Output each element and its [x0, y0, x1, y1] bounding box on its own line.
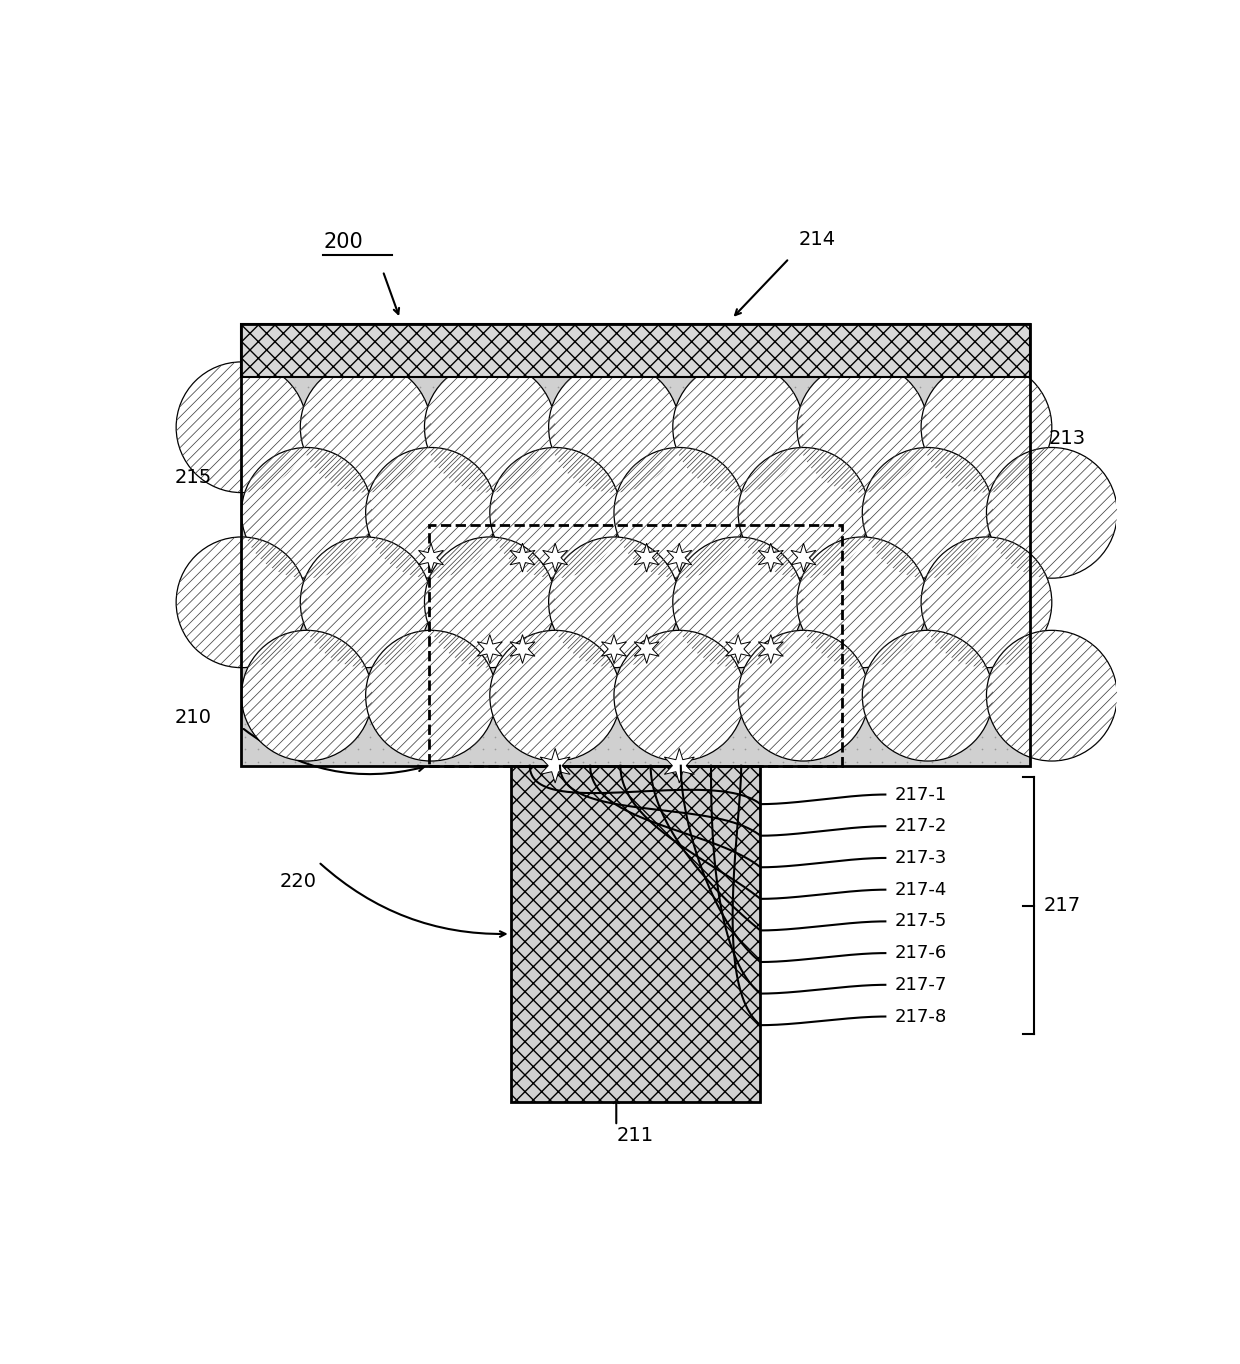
Circle shape [673, 361, 804, 492]
Circle shape [490, 630, 620, 761]
Text: 211: 211 [618, 1127, 653, 1146]
Text: 217-8: 217-8 [895, 1008, 947, 1026]
Polygon shape [759, 543, 784, 572]
Text: 217-6: 217-6 [895, 944, 947, 962]
Polygon shape [725, 634, 750, 663]
Circle shape [242, 447, 372, 578]
Bar [511, 765, 760, 1102]
Polygon shape [541, 749, 570, 783]
Bar [242, 376, 1029, 765]
Circle shape [862, 447, 993, 578]
Bar [242, 323, 1029, 376]
Circle shape [424, 361, 556, 492]
Circle shape [987, 447, 1117, 578]
Circle shape [366, 630, 496, 761]
Text: 220: 220 [280, 872, 317, 891]
Text: 217-7: 217-7 [895, 975, 947, 994]
Text: 215: 215 [174, 468, 212, 487]
Polygon shape [791, 543, 816, 572]
Circle shape [797, 361, 928, 492]
Text: 213: 213 [1049, 430, 1086, 449]
Circle shape [424, 537, 556, 667]
Circle shape [673, 537, 804, 667]
Circle shape [614, 630, 745, 761]
Polygon shape [510, 634, 534, 663]
Text: 217-4: 217-4 [895, 881, 947, 899]
Circle shape [176, 361, 306, 492]
Circle shape [366, 447, 496, 578]
Circle shape [548, 361, 680, 492]
Polygon shape [759, 634, 784, 663]
Circle shape [921, 361, 1052, 492]
Text: 217-3: 217-3 [895, 848, 947, 868]
Text: 214: 214 [799, 229, 836, 248]
Polygon shape [477, 634, 502, 663]
Polygon shape [419, 543, 444, 572]
Circle shape [921, 537, 1052, 667]
Circle shape [242, 630, 372, 761]
Circle shape [490, 447, 620, 578]
Circle shape [548, 537, 680, 667]
Text: 217: 217 [1044, 896, 1081, 915]
Circle shape [614, 447, 745, 578]
Bar [429, 525, 842, 765]
Text: 200: 200 [324, 232, 363, 251]
Text: 217-5: 217-5 [895, 913, 947, 930]
Circle shape [738, 447, 869, 578]
Circle shape [176, 537, 306, 667]
Circle shape [300, 361, 432, 492]
Circle shape [738, 630, 869, 761]
Polygon shape [543, 543, 568, 572]
Polygon shape [634, 543, 660, 572]
Text: 217-2: 217-2 [895, 817, 947, 835]
Text: 210: 210 [174, 708, 211, 727]
Bar [242, 323, 1029, 765]
Polygon shape [665, 749, 694, 783]
Polygon shape [667, 543, 692, 572]
Circle shape [300, 537, 432, 667]
Polygon shape [510, 543, 534, 572]
Circle shape [862, 630, 993, 761]
Polygon shape [601, 634, 626, 663]
Circle shape [797, 537, 928, 667]
Text: 217-1: 217-1 [895, 786, 947, 803]
Circle shape [987, 630, 1117, 761]
Polygon shape [634, 634, 660, 663]
